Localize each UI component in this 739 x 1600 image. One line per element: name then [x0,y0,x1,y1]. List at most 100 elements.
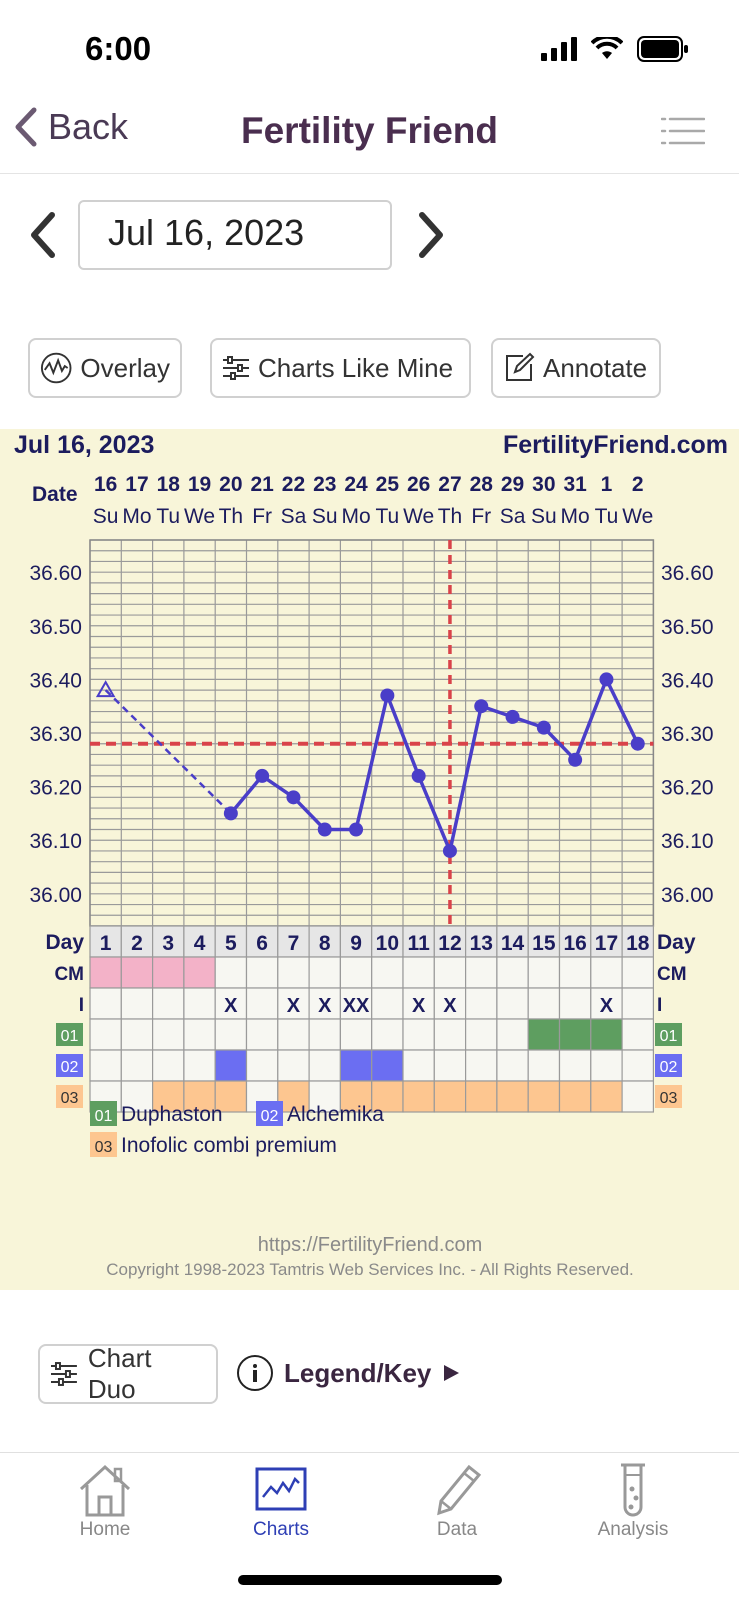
table-cell [590,1018,623,1051]
table-cell [527,1018,561,1051]
table-cell [433,925,467,958]
signal-icon [541,37,577,61]
cycle-day-label: 5 [225,932,237,955]
table-cell [183,956,216,989]
next-date-button[interactable] [410,210,450,260]
table-cell [621,987,654,1020]
cycle-day-label: 2 [131,932,143,955]
table-cell [402,956,435,989]
date-label: 16 [94,473,117,496]
sliders-icon [223,356,249,380]
table-cell [277,956,310,989]
weekday-label: Mo [122,505,151,528]
tab-analysis[interactable]: Analysis [545,1453,721,1563]
legend-key-link[interactable]: Legend/Key [236,1354,461,1392]
table-cell [308,987,342,1020]
table-cell [183,1049,216,1082]
date-label: 26 [407,473,430,496]
date-label: 23 [313,473,336,496]
date-label: 1 [601,473,613,496]
temperature-point [317,822,332,837]
table-cell [402,1080,435,1113]
tab-data[interactable]: Data [369,1453,545,1563]
table-cell [89,1018,122,1051]
date-label: 27 [438,473,461,496]
table-cell [621,1080,654,1113]
table-cell [496,1080,529,1113]
play-arrow-icon [444,1365,460,1381]
table-cell [214,1049,248,1082]
fertility-chart-panel[interactable]: Jul 16, 2023 FertilityFriend.com Date 16 Su 1… [0,429,739,1290]
charts-like-mine-label: Charts Like Mine [258,352,454,383]
date-label: 17 [125,473,148,496]
temperature-point [505,709,520,724]
y-tick-left: 36.40 [29,669,82,692]
cycle-day-label: 7 [288,932,300,955]
y-tick-left: 36.50 [29,616,82,639]
table-cell [621,1049,654,1082]
table-cell [89,925,122,958]
table-cell [402,1018,435,1051]
temperature-line [229,677,640,853]
y-tick-left: 36.60 [29,562,82,585]
weekday-label: Tu [595,505,619,528]
back-button[interactable]: Back [14,106,128,148]
table-cell [152,987,185,1020]
sliders-icon [50,1362,77,1386]
date-label: 28 [470,473,494,496]
table-cell [339,1018,373,1051]
chart-duo-button[interactable]: Chart Duo [38,1343,218,1404]
med-row-badge-right [655,1023,682,1046]
table-cell [433,1049,467,1082]
table-cell [371,1080,404,1113]
cycle-day-label: 4 [194,932,206,955]
table-cell [558,1080,592,1113]
table-cell [120,1080,154,1113]
tab-charts[interactable]: Charts [193,1453,369,1563]
tab-home[interactable]: Home [17,1453,193,1563]
home-icon [79,1464,131,1517]
table-cell [245,1018,279,1051]
footer-copyright: Copyright 1998-2023 Tamtris Web Services… [106,1260,634,1279]
cycle-day-label: 17 [595,932,618,955]
table-cell [371,1018,404,1051]
table-cell [465,1018,498,1051]
temperature-point [223,806,238,821]
weekday-label: Fr [471,505,491,528]
cycle-day-label: 18 [626,932,650,955]
table-cell [120,956,154,989]
table-cell [89,1049,122,1082]
med-row-badge-left [56,1085,83,1108]
table-cell [183,1018,216,1051]
temperature-point [474,699,489,714]
weekday-label: Tu [375,505,399,528]
legend-badge [256,1101,283,1126]
table-cell [277,1080,310,1113]
table-cell [465,956,498,989]
intercourse-mark: X [412,995,426,1017]
table-cell [496,1049,529,1082]
annotate-button[interactable]: Annotate [491,338,661,398]
chart-site-name: FertilityFriend.com [503,431,728,459]
previous-date-button[interactable] [24,210,64,260]
charts-like-mine-button[interactable]: Charts Like Mine [210,338,471,398]
date-label: 24 [344,473,368,496]
table-cell [277,1018,310,1051]
intercourse-mark: X [318,995,332,1017]
row-label-left: CM [54,964,84,985]
menu-icon[interactable] [661,116,705,146]
weekday-label: We [403,505,434,528]
table-cell [496,925,529,958]
table-cell [152,956,185,989]
overlay-button[interactable]: Overlay [28,338,182,398]
temperature-point-open [95,680,116,698]
table-cell [558,956,592,989]
status-time: 6:00 [85,30,152,67]
y-tick-right: 36.40 [661,669,714,692]
table-cell [465,1080,498,1113]
date-field[interactable]: Jul 16, 2023 [78,200,392,270]
temperature-point [442,843,457,858]
row-label-right: Day [657,931,696,954]
chart-date-title: Jul 16, 2023 [14,431,154,459]
